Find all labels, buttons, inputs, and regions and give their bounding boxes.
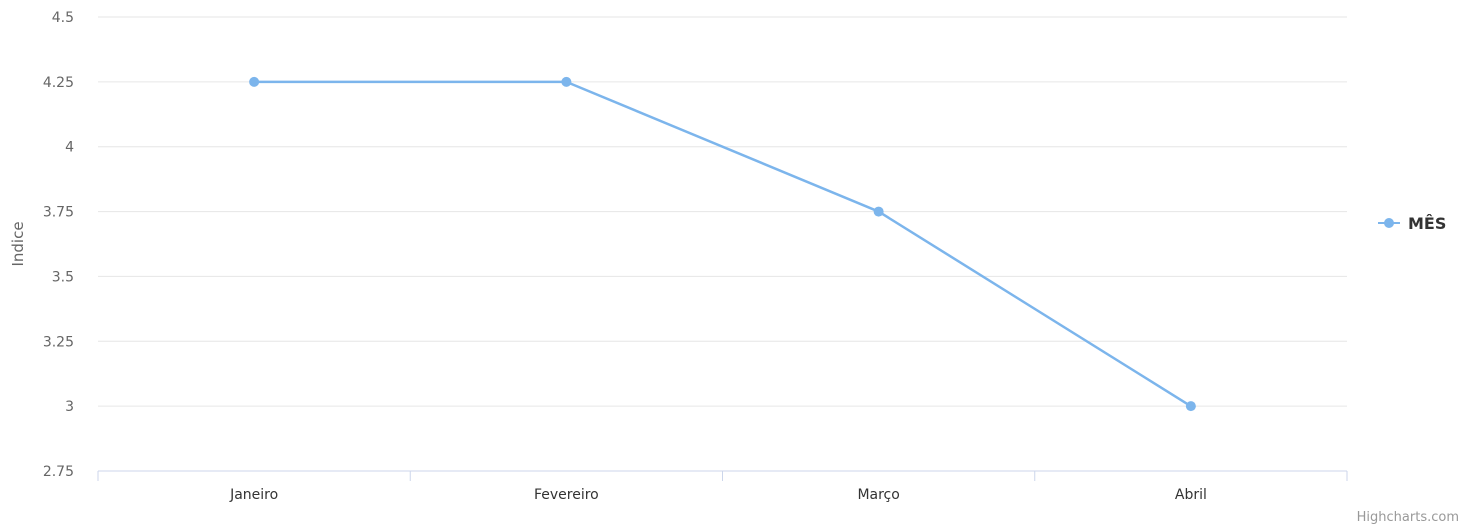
x-tick-marks [97,471,1348,481]
y-tick-labels: 2.75 3 3.25 3.5 3.75 4 4.25 4.5 [43,10,74,480]
series-group [249,76,1196,412]
legend-series-label[interactable]: MÊS [1408,214,1446,233]
y-tick-label: 3.75 [43,205,74,221]
x-tick-label: Abril [1175,487,1207,503]
y-tick-label: 3.25 [43,334,74,350]
y-grid [98,16,1347,407]
y-tick-label: 3.5 [52,269,74,285]
x-tick-label: Março [857,487,899,503]
y-tick-label: 4 [65,140,74,156]
x-tick-labels: Janeiro Fevereiro Março Abril [229,487,1207,503]
series-line [252,80,1193,408]
credits-link[interactable]: Highcharts.com [1357,510,1459,525]
y-tick-label: 2.75 [43,464,74,480]
y-tick-label: 4.25 [43,75,74,91]
x-tick-label: Janeiro [229,487,278,503]
data-point[interactable] [1185,401,1196,412]
legend-series-marker[interactable] [1384,218,1394,228]
data-point[interactable] [873,206,884,217]
x-tick-label: Fevereiro [534,487,599,503]
y-axis-title: Indice [9,221,27,266]
data-point[interactable] [561,76,572,87]
y-tick-label: 4.5 [52,10,74,26]
data-point[interactable] [249,76,260,87]
legend[interactable]: MÊS [1378,214,1446,233]
y-tick-label: 3 [65,399,74,415]
